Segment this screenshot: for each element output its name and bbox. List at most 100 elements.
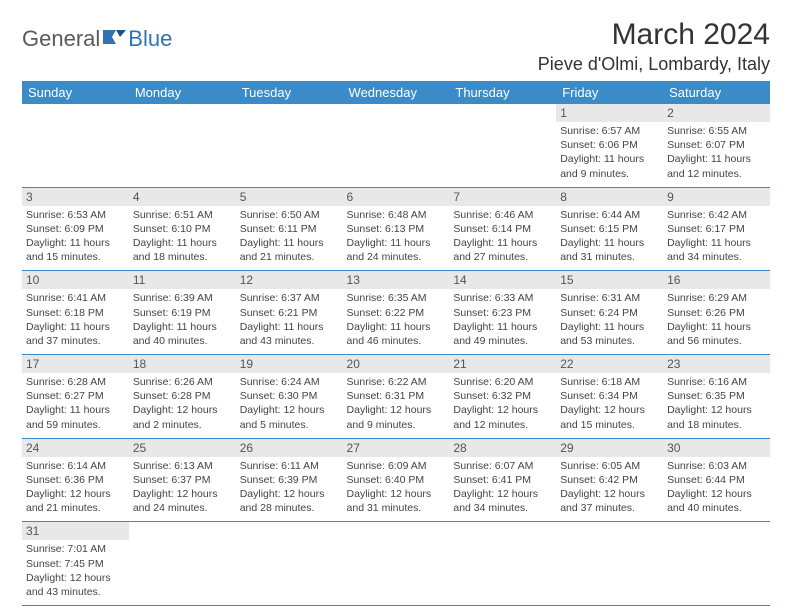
day-content: Sunrise: 6:13 AMSunset: 6:37 PMDaylight:… — [129, 457, 236, 522]
day-number — [236, 522, 343, 540]
daylight-text: Daylight: 11 hours and 9 minutes. — [560, 152, 659, 180]
calendar-cell: 24Sunrise: 6:14 AMSunset: 6:36 PMDayligh… — [22, 438, 129, 522]
calendar-row: 10Sunrise: 6:41 AMSunset: 6:18 PMDayligh… — [22, 271, 770, 355]
day-number: 1 — [556, 104, 663, 122]
daylight-text: Daylight: 11 hours and 34 minutes. — [667, 236, 766, 264]
calendar-cell — [22, 104, 129, 187]
day-content: Sunrise: 6:20 AMSunset: 6:32 PMDaylight:… — [449, 373, 556, 438]
calendar-cell — [663, 522, 770, 606]
sunrise-text: Sunrise: 6:33 AM — [453, 291, 552, 305]
daylight-text: Daylight: 11 hours and 18 minutes. — [133, 236, 232, 264]
calendar-cell: 19Sunrise: 6:24 AMSunset: 6:30 PMDayligh… — [236, 355, 343, 439]
day-content — [129, 540, 236, 592]
sunset-text: Sunset: 6:32 PM — [453, 389, 552, 403]
day-number — [449, 104, 556, 122]
sunset-text: Sunset: 6:17 PM — [667, 222, 766, 236]
sunset-text: Sunset: 6:39 PM — [240, 473, 339, 487]
daylight-text: Daylight: 12 hours and 28 minutes. — [240, 487, 339, 515]
flag-icon — [102, 28, 128, 49]
day-content — [22, 122, 129, 174]
day-content: Sunrise: 6:26 AMSunset: 6:28 PMDaylight:… — [129, 373, 236, 438]
day-number: 21 — [449, 355, 556, 373]
daylight-text: Daylight: 11 hours and 15 minutes. — [26, 236, 125, 264]
sunrise-text: Sunrise: 6:46 AM — [453, 208, 552, 222]
calendar-cell: 22Sunrise: 6:18 AMSunset: 6:34 PMDayligh… — [556, 355, 663, 439]
day-content — [236, 122, 343, 174]
day-number — [343, 104, 450, 122]
sunset-text: Sunset: 6:34 PM — [560, 389, 659, 403]
sunset-text: Sunset: 6:37 PM — [133, 473, 232, 487]
day-content — [663, 540, 770, 592]
daylight-text: Daylight: 11 hours and 43 minutes. — [240, 320, 339, 348]
calendar-cell: 17Sunrise: 6:28 AMSunset: 6:27 PMDayligh… — [22, 355, 129, 439]
day-content: Sunrise: 6:16 AMSunset: 6:35 PMDaylight:… — [663, 373, 770, 438]
day-content: Sunrise: 6:39 AMSunset: 6:19 PMDaylight:… — [129, 289, 236, 354]
calendar-cell: 11Sunrise: 6:39 AMSunset: 6:19 PMDayligh… — [129, 271, 236, 355]
calendar-cell — [449, 522, 556, 606]
sunset-text: Sunset: 6:30 PM — [240, 389, 339, 403]
sunrise-text: Sunrise: 6:48 AM — [347, 208, 446, 222]
sunrise-text: Sunrise: 6:57 AM — [560, 124, 659, 138]
day-content: Sunrise: 6:24 AMSunset: 6:30 PMDaylight:… — [236, 373, 343, 438]
calendar-cell: 5Sunrise: 6:50 AMSunset: 6:11 PMDaylight… — [236, 187, 343, 271]
day-number: 4 — [129, 188, 236, 206]
day-number: 18 — [129, 355, 236, 373]
daylight-text: Daylight: 11 hours and 56 minutes. — [667, 320, 766, 348]
calendar-row: 17Sunrise: 6:28 AMSunset: 6:27 PMDayligh… — [22, 355, 770, 439]
calendar-row: 1Sunrise: 6:57 AMSunset: 6:06 PMDaylight… — [22, 104, 770, 187]
day-content — [343, 122, 450, 174]
calendar-cell: 1Sunrise: 6:57 AMSunset: 6:06 PMDaylight… — [556, 104, 663, 187]
day-content: Sunrise: 6:57 AMSunset: 6:06 PMDaylight:… — [556, 122, 663, 187]
calendar-cell — [343, 522, 450, 606]
calendar-row: 31Sunrise: 7:01 AMSunset: 7:45 PMDayligh… — [22, 522, 770, 606]
calendar-table: SundayMondayTuesdayWednesdayThursdayFrid… — [22, 81, 770, 606]
day-number — [343, 522, 450, 540]
daylight-text: Daylight: 12 hours and 12 minutes. — [453, 403, 552, 431]
calendar-cell: 7Sunrise: 6:46 AMSunset: 6:14 PMDaylight… — [449, 187, 556, 271]
day-content — [236, 540, 343, 592]
sunset-text: Sunset: 6:10 PM — [133, 222, 232, 236]
calendar-cell: 21Sunrise: 6:20 AMSunset: 6:32 PMDayligh… — [449, 355, 556, 439]
day-number: 6 — [343, 188, 450, 206]
day-content: Sunrise: 6:07 AMSunset: 6:41 PMDaylight:… — [449, 457, 556, 522]
sunset-text: Sunset: 6:40 PM — [347, 473, 446, 487]
day-content: Sunrise: 6:18 AMSunset: 6:34 PMDaylight:… — [556, 373, 663, 438]
calendar-cell — [129, 522, 236, 606]
day-header-row: SundayMondayTuesdayWednesdayThursdayFrid… — [22, 81, 770, 104]
calendar-cell: 14Sunrise: 6:33 AMSunset: 6:23 PMDayligh… — [449, 271, 556, 355]
sunset-text: Sunset: 6:28 PM — [133, 389, 232, 403]
sunset-text: Sunset: 6:09 PM — [26, 222, 125, 236]
calendar-cell: 15Sunrise: 6:31 AMSunset: 6:24 PMDayligh… — [556, 271, 663, 355]
day-content: Sunrise: 6:11 AMSunset: 6:39 PMDaylight:… — [236, 457, 343, 522]
day-number: 3 — [22, 188, 129, 206]
sunset-text: Sunset: 6:15 PM — [560, 222, 659, 236]
sunrise-text: Sunrise: 6:07 AM — [453, 459, 552, 473]
location: Pieve d'Olmi, Lombardy, Italy — [538, 54, 770, 75]
calendar-cell: 9Sunrise: 6:42 AMSunset: 6:17 PMDaylight… — [663, 187, 770, 271]
day-content — [343, 540, 450, 592]
day-content: Sunrise: 6:44 AMSunset: 6:15 PMDaylight:… — [556, 206, 663, 271]
sunrise-text: Sunrise: 6:41 AM — [26, 291, 125, 305]
logo-text-blue: Blue — [128, 26, 172, 52]
sunrise-text: Sunrise: 6:29 AM — [667, 291, 766, 305]
day-header: Monday — [129, 81, 236, 104]
day-number: 30 — [663, 439, 770, 457]
sunrise-text: Sunrise: 6:35 AM — [347, 291, 446, 305]
day-header: Saturday — [663, 81, 770, 104]
day-header: Friday — [556, 81, 663, 104]
sunrise-text: Sunrise: 6:11 AM — [240, 459, 339, 473]
day-content: Sunrise: 6:22 AMSunset: 6:31 PMDaylight:… — [343, 373, 450, 438]
day-number: 17 — [22, 355, 129, 373]
calendar-cell: 16Sunrise: 6:29 AMSunset: 6:26 PMDayligh… — [663, 271, 770, 355]
day-content: Sunrise: 6:37 AMSunset: 6:21 PMDaylight:… — [236, 289, 343, 354]
day-number: 10 — [22, 271, 129, 289]
daylight-text: Daylight: 12 hours and 31 minutes. — [347, 487, 446, 515]
day-content: Sunrise: 6:50 AMSunset: 6:11 PMDaylight:… — [236, 206, 343, 271]
day-content: Sunrise: 6:41 AMSunset: 6:18 PMDaylight:… — [22, 289, 129, 354]
day-number — [129, 522, 236, 540]
sunset-text: Sunset: 6:19 PM — [133, 306, 232, 320]
daylight-text: Daylight: 12 hours and 5 minutes. — [240, 403, 339, 431]
logo: General Blue — [22, 18, 172, 52]
sunset-text: Sunset: 6:35 PM — [667, 389, 766, 403]
sunrise-text: Sunrise: 6:55 AM — [667, 124, 766, 138]
